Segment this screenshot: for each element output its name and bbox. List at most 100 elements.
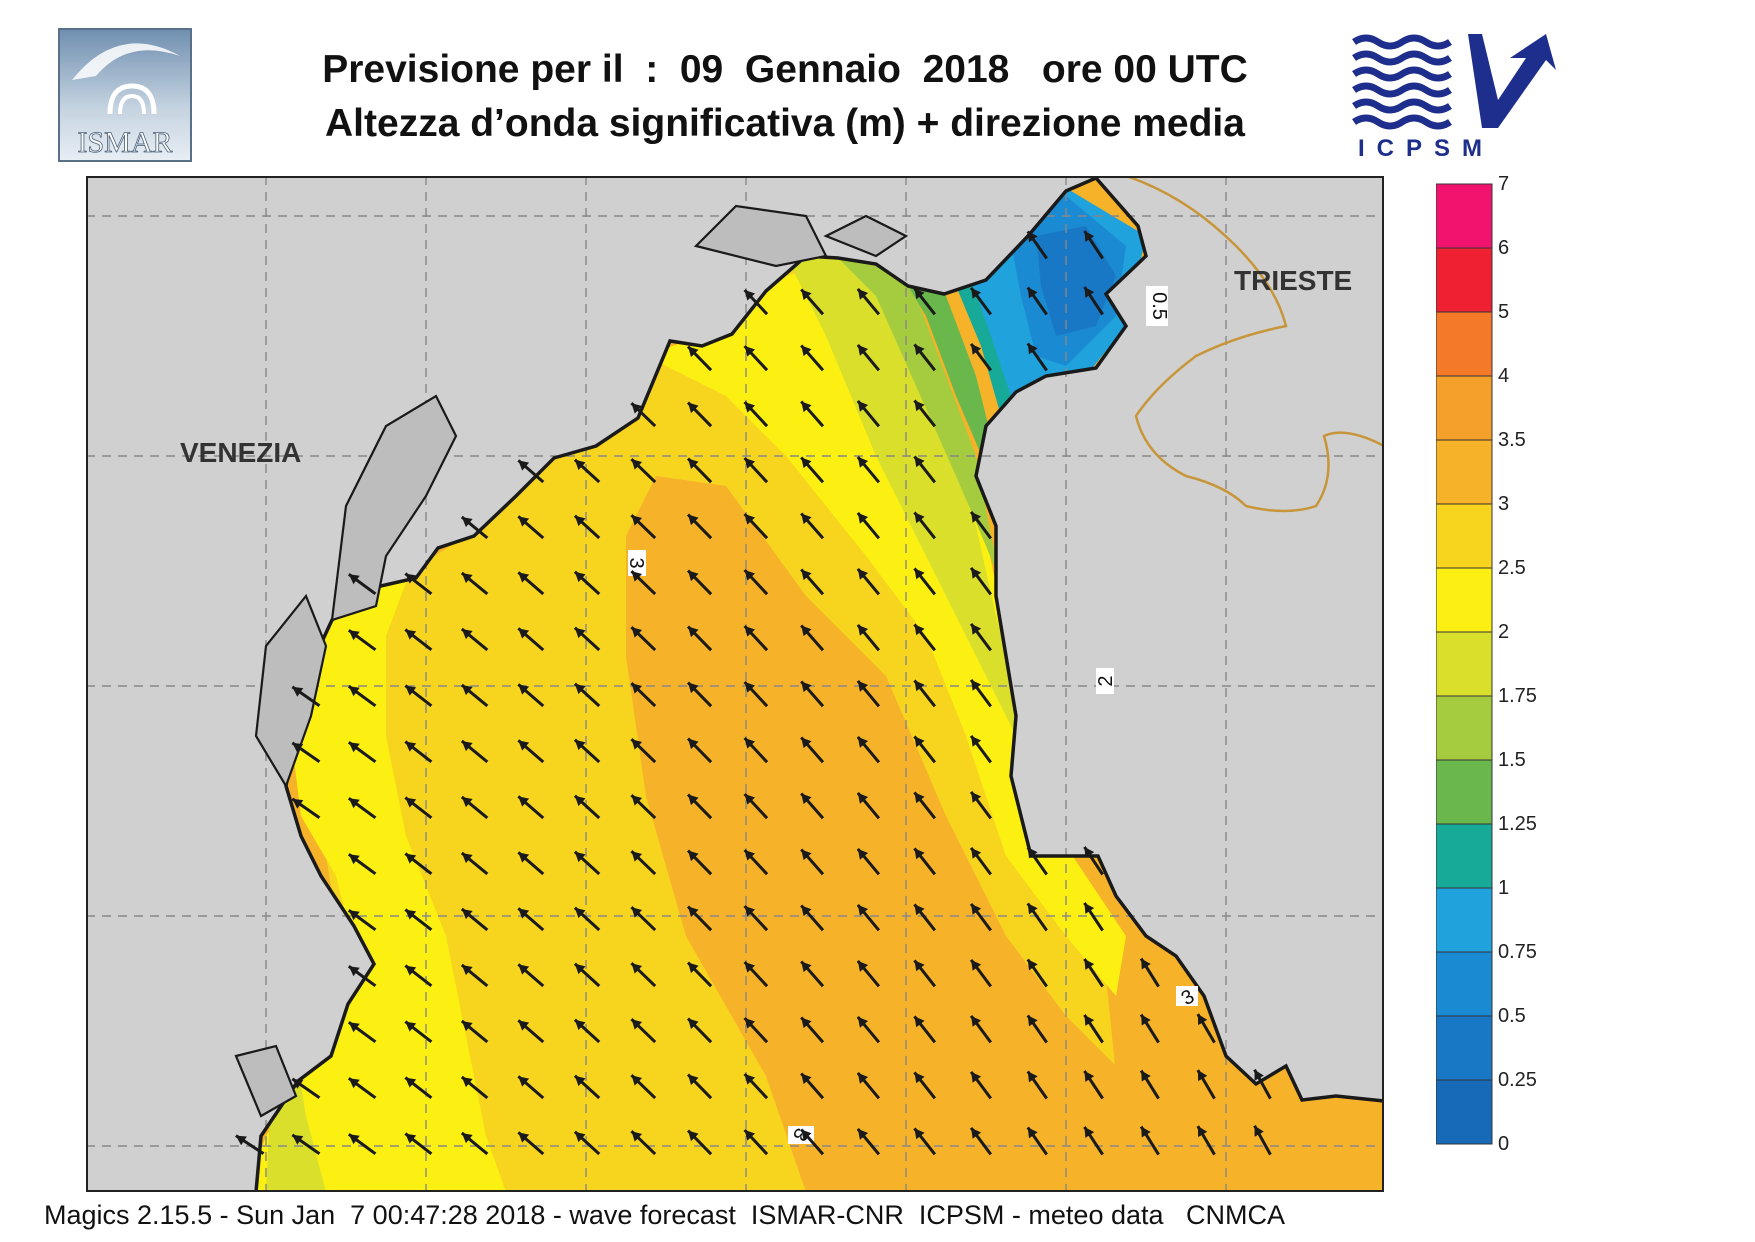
legend-swatch [1436, 1079, 1493, 1145]
direction-arrow-head [405, 909, 417, 920]
direction-arrow-head [688, 1074, 699, 1086]
direction-arrow-head [688, 906, 699, 918]
direction-arrow-head [518, 1076, 530, 1087]
direction-arrow-head [1197, 1126, 1208, 1138]
direction-arrow-head [518, 740, 530, 751]
direction-arrow-head [1027, 1071, 1038, 1083]
direction-arrow-head [744, 961, 756, 973]
direction-arrow-head [631, 963, 643, 974]
direction-arrow-head [518, 628, 530, 639]
direction-arrow-head [1141, 1070, 1151, 1082]
direction-arrow-head [574, 459, 586, 471]
direction-arrow-head [801, 793, 812, 805]
direction-arrow-head [914, 848, 925, 860]
legend-swatch [1436, 1015, 1493, 1081]
direction-arrow-head [631, 1131, 643, 1142]
direction-arrow-head [971, 959, 982, 971]
icpsm-logo-text: ICPSM [1358, 135, 1494, 162]
direction-arrow-head [292, 798, 304, 809]
direction-arrow-head [1197, 1070, 1208, 1082]
direction-arrow-head [857, 1072, 869, 1084]
direction-arrow-head [631, 571, 643, 582]
direction-arrow-head [914, 904, 925, 916]
venice-lagoon [234, 204, 909, 1118]
direction-arrow-head [914, 512, 925, 524]
legend-tick-label: 0.5 [1498, 1005, 1526, 1027]
legend-tick-label: 4 [1498, 365, 1509, 387]
direction-arrow-head [971, 511, 982, 523]
direction-arrow-head [971, 1127, 982, 1139]
legend-tick-label: 2.5 [1498, 557, 1526, 579]
direction-arrow-head [405, 965, 417, 976]
direction-arrow-head [348, 1022, 360, 1033]
direction-arrow-head [857, 792, 869, 804]
direction-arrow-head [688, 458, 699, 470]
direction-arrow-head [914, 1128, 925, 1140]
direction-arrow-head [405, 797, 417, 808]
direction-arrow-head [744, 1073, 756, 1085]
direction-arrow-head [801, 345, 812, 357]
direction-arrow-head [461, 1132, 473, 1144]
direction-arrow-head [518, 908, 530, 919]
direction-arrow-head [1084, 1070, 1095, 1082]
direction-arrow-head [801, 961, 812, 973]
direction-arrow-head [631, 459, 643, 470]
direction-arrow-head [1027, 287, 1038, 299]
direction-arrow-head [461, 796, 473, 808]
direction-arrow-head [631, 795, 643, 806]
forecast-title: Previsione per il : 09 Gennaio 2018 ore … [322, 48, 1248, 91]
direction-arrow-head [857, 848, 869, 860]
place-label-venezia: VENEZIA [180, 437, 301, 468]
direction-arrow-head [914, 736, 925, 748]
legend-tick-label: 6 [1498, 237, 1509, 259]
direction-arrow-head [518, 572, 530, 583]
legend-tick-label: 5 [1498, 301, 1509, 323]
direction-arrow-head [348, 798, 360, 809]
direction-arrow-head [461, 740, 473, 752]
direction-arrow-head [348, 630, 360, 641]
direction-arrow-head [574, 739, 586, 751]
direction-arrow-head [631, 1019, 643, 1030]
legend-swatch [1436, 887, 1493, 953]
direction-arrow-head [971, 1015, 982, 1027]
direction-arrow-head [744, 625, 756, 637]
direction-arrow-head [914, 792, 925, 804]
direction-arrow-head [857, 568, 869, 580]
legend-swatch [1436, 631, 1493, 697]
direction-arrow-head [744, 513, 756, 525]
direction-arrow-head [801, 625, 812, 637]
direction-arrow-head [348, 910, 360, 921]
direction-arrow-head [348, 1134, 360, 1145]
ismar-logo: ISMAR [58, 28, 192, 162]
direction-arrow-head [744, 401, 756, 413]
legend-swatch [1436, 183, 1493, 249]
direction-arrow-head [631, 851, 643, 862]
direction-arrow-head [688, 850, 699, 862]
direction-arrow-head [574, 851, 586, 863]
direction-arrow-head [574, 571, 586, 583]
direction-arrow-head [744, 849, 756, 861]
direction-arrow-head [405, 629, 417, 640]
legend-swatch [1436, 311, 1493, 377]
direction-arrow-head [971, 791, 982, 803]
direction-arrow-head [348, 686, 360, 697]
direction-arrow-head [1084, 286, 1095, 298]
direction-arrow-head [1254, 1125, 1264, 1137]
direction-arrow-head [1084, 1014, 1095, 1026]
icpsm-logo: ICPSM [1352, 34, 1556, 162]
legend-swatch [1436, 823, 1493, 889]
legend-tick-label: 3 [1498, 493, 1509, 515]
direction-arrow-head [461, 684, 473, 696]
direction-arrow-head [348, 742, 360, 753]
direction-arrow-head [688, 738, 699, 750]
forecast-subtitle: Altezza d’onda significativa (m) + direz… [325, 102, 1245, 145]
direction-arrow-head [857, 400, 869, 412]
ismar-logo-text: ISMAR [77, 126, 172, 159]
direction-arrow-head [631, 907, 643, 918]
direction-arrow-head [744, 793, 756, 805]
direction-arrow-head [857, 512, 869, 524]
direction-arrow-head [405, 685, 417, 696]
color-legend: 7 6 5 4 3.5 3 2.5 2 1.75 1.5 1.25 1 0.75 0.5 0.25 0 [1436, 173, 1537, 1155]
direction-arrow-head [688, 682, 699, 694]
direction-arrow-head [461, 1076, 473, 1088]
